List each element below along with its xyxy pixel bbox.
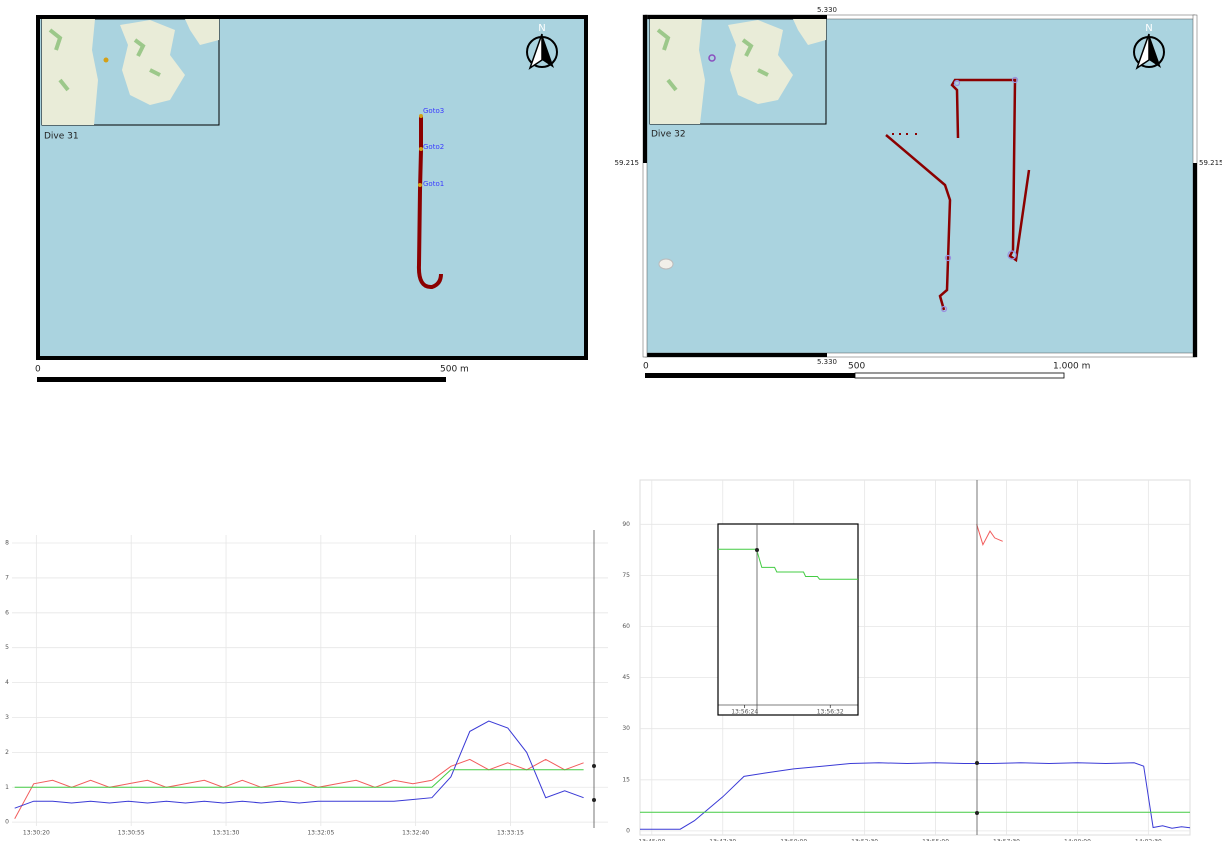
y-tick-label: 4 [5,679,9,686]
cursor-point [975,761,979,765]
islet [659,259,673,269]
frame [36,356,588,360]
y-tick-label: 7 [5,574,9,581]
series-line [977,524,1003,544]
x-tick-label: 13:32:40 [402,830,429,837]
cursor-point [975,811,979,815]
x-tick-label: 13:30:55 [118,830,145,837]
map-label: Dive 31 [44,132,79,142]
scale-bar [645,373,855,378]
screen: Dive 31 N Goto3 Goto2 Goto1 0 500 m [0,0,1222,841]
map-dive-32: Dive 32 N 5.330 5.330 59.215 59.215 0 50… [615,6,1222,378]
frame [645,353,827,357]
x-tick-label: 13:30:20 [23,830,50,837]
waypoint-label: Goto3 [423,107,444,115]
series-line [15,721,584,808]
scale-label: 0 [643,362,649,372]
cursor-point [755,548,759,552]
x-tick-label: 13:56:24 [731,709,758,716]
inset-map [42,19,219,125]
y-tick-label: 60 [622,623,630,630]
frame [584,15,588,360]
waypoint-label: Goto2 [423,143,444,151]
y-tick-label: 3 [5,714,9,721]
land [650,19,705,124]
scale-bar [855,373,1064,378]
y-tick-label: 75 [622,572,630,579]
x-tick-label: 13:56:32 [817,709,844,716]
y-tick-label: 15 [622,776,630,783]
series-line [15,770,584,788]
frame [36,15,588,19]
frame [645,15,827,19]
scale-label: 500 [848,362,865,372]
scale-bar [37,377,446,382]
lon-label: 5.330 [817,6,837,14]
y-tick-label: 1 [5,784,9,791]
y-tick-label: 8 [5,540,9,547]
north-label: N [538,23,545,34]
y-tick-label: 5 [5,644,9,651]
page: Dive 31 N Goto3 Goto2 Goto1 0 500 m [0,0,1222,841]
series-line [15,759,584,818]
y-tick-label: 2 [5,749,9,756]
y-tick-label: 45 [622,674,630,681]
map-label: Dive 32 [651,130,686,140]
y-tick-label: 90 [622,521,630,528]
dive-site [104,58,109,63]
x-tick-label: 13:33:15 [497,830,524,837]
scale-label: 0 [35,365,41,375]
y-tick-label: 0 [626,827,630,834]
waypoint-label: Goto1 [423,180,444,188]
land [42,19,98,125]
frame [36,15,40,360]
north-label: N [1145,23,1152,34]
x-tick-label: 13:32:05 [307,830,334,837]
frame [1193,163,1197,357]
lat-label: 59.215 [1199,159,1222,167]
cursor-point [592,798,596,802]
inset-frame [718,524,858,715]
lon-label: 5.330 [817,358,837,366]
map-dive-31: Dive 31 N Goto3 Goto2 Goto1 0 500 m [35,15,588,382]
scale-label: 1.000 m [1053,362,1090,372]
zoom-inset: 13:56:24 13:56:32 [718,524,858,716]
y-tick-label: 0 [5,819,9,826]
x-tick-label: 13:31:30 [213,830,240,837]
y-tick-label: 30 [622,725,630,732]
frame [643,15,647,163]
inset-map [650,19,826,124]
y-tick-label: 6 [5,609,9,616]
scale-label: 500 m [440,365,469,375]
waypoint [418,183,422,187]
cursor-point [592,764,596,768]
lat-label: 59.215 [615,159,640,167]
